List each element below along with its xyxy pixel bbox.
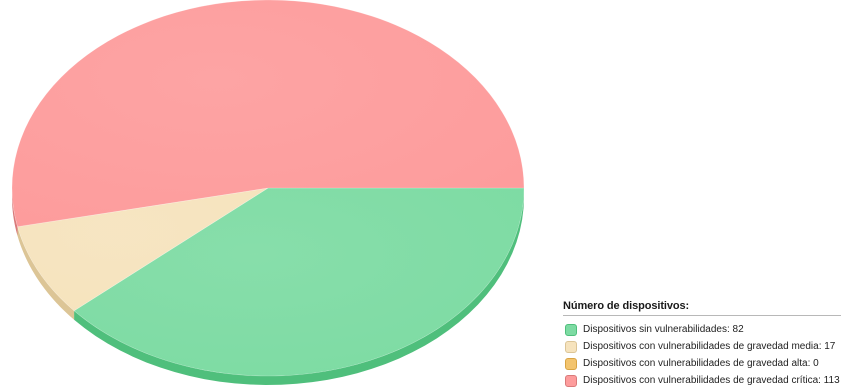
- pie-slice-side-1: [17, 226, 75, 320]
- legend-title: Número de dispositivos:: [563, 300, 841, 316]
- pie-slice-side-3: [12, 188, 18, 236]
- legend-item-none: Dispositivos sin vulnerabilidades: 82: [563, 321, 841, 338]
- legend-item-critical: Dispositivos con vulnerabilidades de gra…: [563, 372, 841, 387]
- legend-swatch-medium: [565, 340, 577, 353]
- pie-slice-1: [17, 187, 269, 312]
- legend-label-critical: Dispositivos con vulnerabilidades de gra…: [583, 375, 840, 386]
- legend-swatch-none: [565, 323, 577, 336]
- legend-item-high: Dispositivos con vulnerabilidades de gra…: [563, 355, 841, 372]
- legend-swatch-high: [565, 357, 577, 370]
- legend-label-none: Dispositivos sin vulnerabilidades: 82: [583, 324, 744, 335]
- legend-swatch-critical: [565, 374, 577, 387]
- legend-item-medium: Dispositivos con vulnerabilidades de gra…: [563, 338, 841, 355]
- pie-slice-3: [11, 0, 525, 228]
- legend-label-medium: Dispositivos con vulnerabilidades de gra…: [583, 341, 836, 352]
- legend: Número de dispositivos: Dispositivos sin…: [563, 300, 841, 387]
- pie-slice-0: [73, 187, 525, 377]
- legend-label-high: Dispositivos con vulnerabilidades de gra…: [583, 358, 819, 369]
